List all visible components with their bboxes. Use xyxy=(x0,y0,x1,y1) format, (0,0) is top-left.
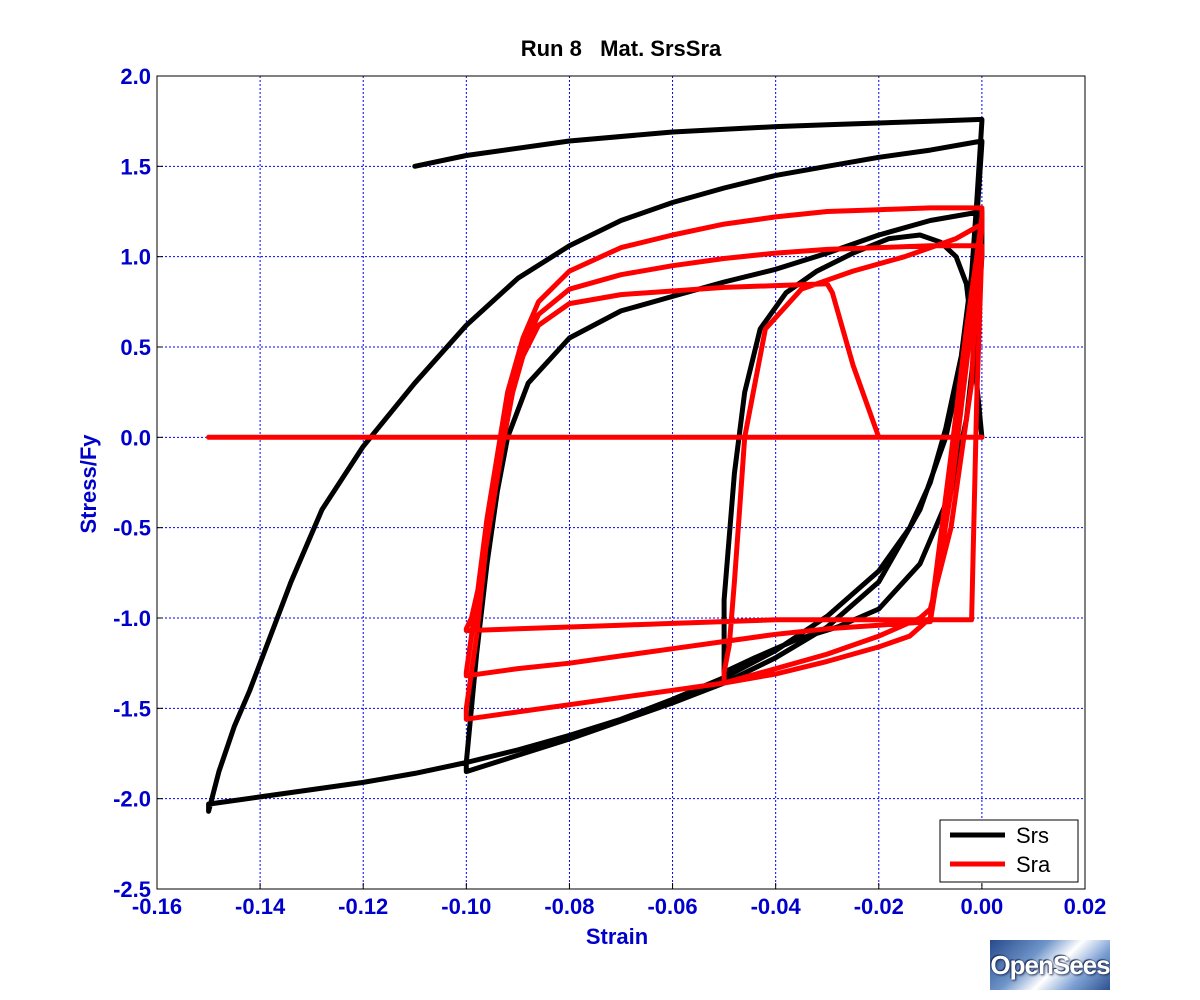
y-tick-label: -2.0 xyxy=(113,787,151,812)
chart-title: Run 8 Mat. SrsSra xyxy=(521,36,722,61)
opensees-logo: OpenSees xyxy=(990,940,1110,990)
x-tick-label: 0.00 xyxy=(960,894,1003,919)
y-tick-label: 2.0 xyxy=(120,64,151,89)
legend-box xyxy=(939,819,1079,883)
y-tick-label: -2.5 xyxy=(113,877,151,902)
legend-label-srs: Srs xyxy=(1016,823,1049,848)
opensees-logo-text: OpenSees xyxy=(990,950,1110,980)
y-tick-label: 1.0 xyxy=(120,245,151,270)
x-tick-label: -0.12 xyxy=(338,894,388,919)
y-tick-label: 0.5 xyxy=(120,335,151,360)
y-tick-label: -1.0 xyxy=(113,606,151,631)
y-tick-label: -1.5 xyxy=(113,696,151,721)
x-tick-label: -0.08 xyxy=(544,894,594,919)
x-tick-label: -0.02 xyxy=(854,894,904,919)
x-tick-label: -0.04 xyxy=(751,894,802,919)
x-tick-label: -0.16 xyxy=(132,894,182,919)
legend-label-sra: Sra xyxy=(1016,852,1051,877)
legend: Srs Sra xyxy=(939,819,1079,883)
y-tick-label: 0.0 xyxy=(120,425,151,450)
y-axis-title: Stress/Fy xyxy=(76,434,101,534)
plot-area-frame xyxy=(156,75,1086,890)
y-tick-label: 1.5 xyxy=(120,154,151,179)
series-line-sra xyxy=(206,205,985,722)
x-tick-label: -0.06 xyxy=(647,894,697,919)
tick-labels: -0.16 -0.14 -0.12 -0.10 -0.08 -0.06 -0.04 -0.02… xyxy=(113,64,1106,919)
x-tick-label: -0.14 xyxy=(235,894,286,919)
series-layer xyxy=(206,116,985,814)
x-tick-label: 0.02 xyxy=(1064,894,1107,919)
y-tick-label: -0.5 xyxy=(113,516,151,541)
x-tick-label: -0.10 xyxy=(441,894,491,919)
x-axis-title: Strain xyxy=(586,924,648,949)
